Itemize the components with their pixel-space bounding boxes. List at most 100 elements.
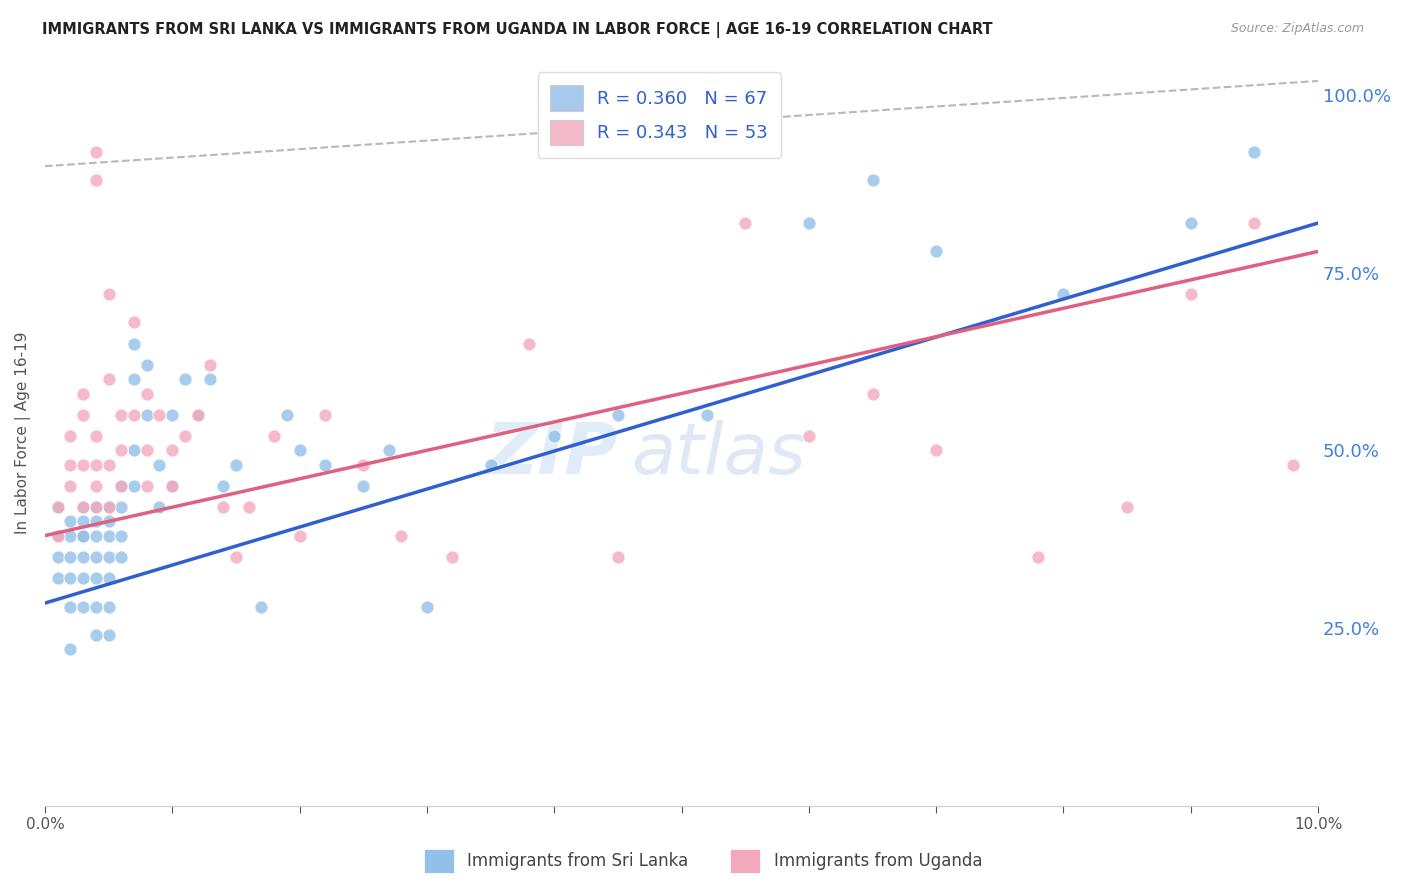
Point [46,571,69,585]
Point [148,500,170,515]
Point [122,336,145,351]
Point [59,571,82,585]
Point [97,500,120,515]
Point [352,458,374,472]
Point [314,458,336,472]
Point [160,479,183,493]
Point [135,443,157,458]
Point [122,316,145,330]
Point [925,443,948,458]
Text: Source: ZipAtlas.com: Source: ZipAtlas.com [1230,22,1364,36]
Point [59,515,82,529]
Point [72,408,94,422]
Point [84,500,107,515]
Point [1281,458,1303,472]
Point [122,479,145,493]
Point [479,458,502,472]
Point [122,372,145,386]
Point [1180,216,1202,230]
Point [148,408,170,422]
Point [110,500,132,515]
Point [288,528,311,542]
Point [59,429,82,443]
Point [606,549,628,564]
Point [84,528,107,542]
Point [160,443,183,458]
Point [862,386,884,401]
Point [46,500,69,515]
Point [225,549,247,564]
Point [1180,287,1202,301]
Point [72,549,94,564]
Point [543,429,565,443]
Point [84,145,107,159]
Point [59,479,82,493]
Point [276,408,298,422]
Point [46,549,69,564]
Y-axis label: In Labor Force | Age 16-19: In Labor Force | Age 16-19 [15,331,31,533]
Point [797,429,820,443]
Point [84,429,107,443]
Point [517,336,540,351]
Point [72,528,94,542]
Point [97,287,120,301]
Point [160,479,183,493]
Point [212,500,235,515]
Point [1052,287,1074,301]
Point [1026,549,1049,564]
Point [225,458,247,472]
Point [97,571,120,585]
Point [288,443,311,458]
Point [84,173,107,187]
Text: atlas: atlas [630,420,806,490]
Point [72,571,94,585]
Point [84,458,107,472]
Point [122,408,145,422]
Point [84,500,107,515]
Point [97,599,120,614]
Point [59,642,82,657]
Point [72,500,94,515]
Point [84,515,107,529]
Point [862,173,884,187]
Point [441,549,464,564]
Point [122,443,145,458]
Point [389,528,412,542]
Point [97,549,120,564]
Point [110,479,132,493]
Point [174,429,197,443]
Point [110,443,132,458]
Point [97,528,120,542]
Point [1116,500,1139,515]
Point [377,443,399,458]
Point [238,500,260,515]
Point [606,408,628,422]
Point [135,386,157,401]
Point [72,458,94,472]
Point [84,571,107,585]
Point [250,599,273,614]
Point [59,549,82,564]
Point [263,429,285,443]
Point [797,216,820,230]
Point [110,408,132,422]
Point [97,500,120,515]
Point [200,372,222,386]
Point [97,372,120,386]
Point [46,528,69,542]
Point [110,528,132,542]
Point [925,244,948,259]
Legend: Immigrants from Sri Lanka, Immigrants from Uganda: Immigrants from Sri Lanka, Immigrants fr… [418,842,988,880]
Point [59,599,82,614]
Point [212,479,235,493]
Point [84,628,107,642]
Point [72,515,94,529]
Point [1243,145,1265,159]
Point [59,528,82,542]
Point [174,372,197,386]
Point [200,358,222,372]
Point [84,599,107,614]
Point [59,458,82,472]
Point [187,408,209,422]
Point [72,599,94,614]
